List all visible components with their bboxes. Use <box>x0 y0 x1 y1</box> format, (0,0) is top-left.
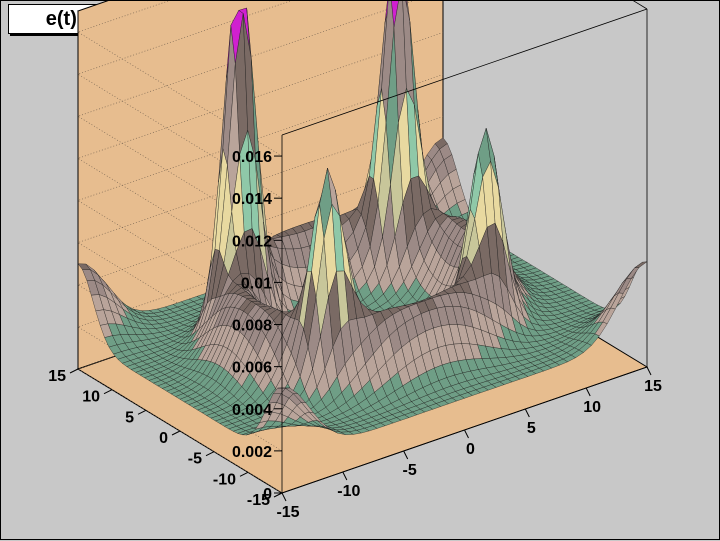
x-tick-mark <box>281 492 287 502</box>
box-edge <box>633 1 648 10</box>
box-edge <box>281 8 648 136</box>
x-tick-mark <box>524 408 530 418</box>
x-tick-label: 15 <box>644 378 662 395</box>
y-tick-label: -10 <box>213 471 236 488</box>
y-tick-mark <box>69 368 79 374</box>
x-tick-mark <box>585 387 591 397</box>
x-tick-label: -15 <box>276 504 299 521</box>
y-tick-label: 5 <box>125 409 134 426</box>
z-tick-label: 0.01 <box>241 275 272 292</box>
x-tick-mark <box>403 450 409 460</box>
z-tick-label: 0.002 <box>232 444 272 461</box>
y-tick-label: 15 <box>48 368 66 385</box>
z-tick-label: 0.012 <box>232 233 272 250</box>
x-tick-label: 10 <box>583 399 601 416</box>
y-tick-label: 10 <box>82 389 100 406</box>
x-tick-label: 5 <box>527 420 536 437</box>
surface-cell <box>391 1 399 28</box>
x-tick-mark <box>646 366 652 376</box>
z-tick-label: 0.004 <box>232 402 272 419</box>
y-tick-mark <box>205 451 215 457</box>
z-tick-label: 0.014 <box>232 191 272 208</box>
axis-ticks: 0 0.002 0.004 0.006 0.008 0.01 0.012 0.014 0.016… <box>48 149 662 521</box>
surface-mesh <box>77 1 648 436</box>
z-tick-label: 0.006 <box>232 360 272 377</box>
x-tick-mark <box>342 471 348 481</box>
y-tick-label: -15 <box>247 492 270 509</box>
y-tick-mark <box>137 409 147 415</box>
x-tick-mark <box>464 429 469 439</box>
x-tick-label: -10 <box>337 483 360 500</box>
y-tick-mark <box>171 430 181 436</box>
surface-cell <box>633 261 648 269</box>
z-tick-label: 0 <box>263 486 272 503</box>
z-tick-label: 0.008 <box>232 318 272 335</box>
x-tick-label: 0 <box>466 441 475 458</box>
y-tick-label: -5 <box>188 451 202 468</box>
y-tick-mark <box>103 389 113 395</box>
z-tick-label: 0.016 <box>232 149 272 166</box>
y-tick-label: 0 <box>159 430 168 447</box>
y-tick-mark <box>239 471 249 477</box>
y-tick-mark <box>273 492 283 498</box>
x-tick-label: -5 <box>403 462 417 479</box>
